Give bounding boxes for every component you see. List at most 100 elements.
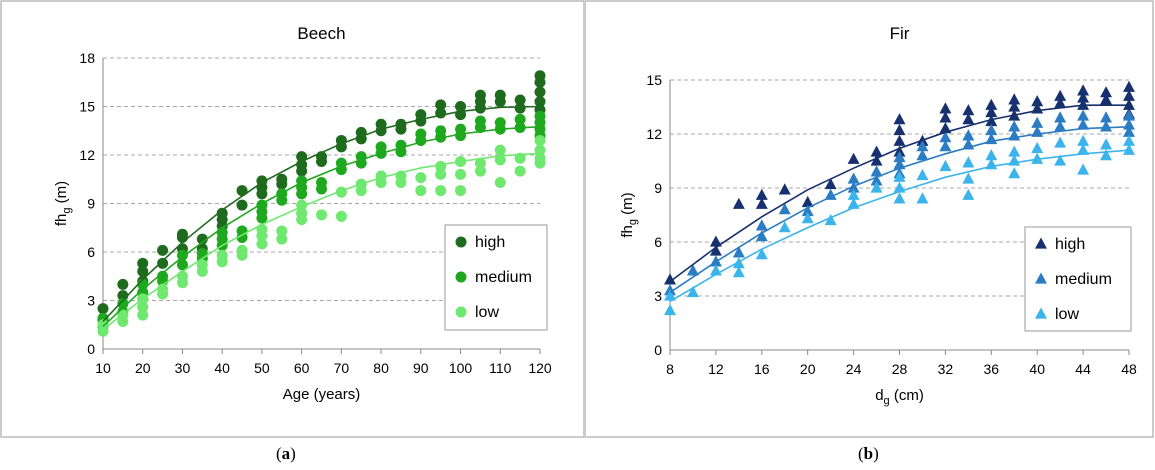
point-low (962, 188, 975, 200)
x-tick-label: 110 (489, 360, 512, 376)
point-high (801, 195, 814, 208)
point-medium (176, 249, 188, 261)
trend-line-medium (669, 126, 1130, 294)
point-high (395, 123, 407, 135)
point-high (316, 155, 327, 167)
y-tick-label: 6 (654, 234, 662, 250)
point-low (514, 165, 526, 177)
point-low (939, 159, 952, 172)
x-tick-label: 16 (754, 361, 770, 377)
point-low (196, 265, 208, 277)
point-low (157, 288, 169, 300)
point-high (1100, 93, 1113, 105)
point-high (962, 104, 975, 116)
point-high (1123, 98, 1135, 110)
point-medium (117, 298, 129, 310)
y-tick-label: 0 (87, 341, 95, 357)
y-tick-label: 12 (646, 126, 662, 142)
point-medium (455, 130, 467, 142)
x-tick-label: 28 (892, 361, 908, 377)
y-tick-label: 0 (654, 342, 662, 358)
x-tick-label: 44 (1075, 361, 1091, 377)
point-high (1008, 100, 1021, 112)
x-tick-label: 20 (800, 361, 816, 377)
point-low (801, 212, 814, 224)
point-high (893, 134, 906, 146)
y-axis-label: fhg (m) (53, 181, 73, 226)
y-tick-label: 3 (87, 293, 95, 309)
point-medium (847, 172, 860, 184)
point-low (985, 149, 998, 161)
point-low (137, 301, 149, 313)
point-medium (236, 231, 248, 243)
point-low (474, 157, 486, 169)
point-low (276, 233, 288, 245)
point-low (916, 192, 929, 204)
point-high (256, 188, 268, 200)
x-tick-label: 120 (528, 360, 552, 376)
x-tick-label: 70 (334, 360, 350, 376)
panel-border (585, 0, 1154, 438)
point-high (893, 123, 906, 136)
point-low (732, 266, 745, 278)
point-medium (939, 140, 952, 152)
point-high (778, 183, 791, 195)
y-axis-label: fhg (m) (619, 192, 639, 237)
point-medium (916, 140, 929, 152)
x-tick-label: 50 (254, 360, 270, 376)
point-high (755, 197, 768, 209)
point-low (847, 188, 860, 200)
point-high (534, 96, 546, 108)
legend-label-high: high (1055, 236, 1085, 253)
point-high (236, 185, 248, 197)
point-high (157, 257, 169, 269)
legend-label-low: low (1055, 306, 1079, 323)
point-low (1054, 136, 1067, 148)
legend-label-high: high (475, 234, 505, 251)
point-medium (296, 188, 308, 200)
point-high (236, 199, 248, 211)
point-medium (893, 150, 906, 163)
point-medium (1123, 109, 1135, 121)
point-high (534, 76, 546, 88)
point-high (176, 231, 188, 243)
point-high (157, 244, 169, 256)
point-low (755, 248, 768, 260)
legend-marker-low (1035, 307, 1047, 319)
point-low (494, 144, 506, 156)
beech-chart: Beech 0 3 6 9 12 15 18 10 20 30 40 50 60 70 80 90 100 110 1… (0, 0, 585, 438)
point-high (939, 122, 952, 134)
point-low (1077, 163, 1090, 175)
point-low (216, 256, 228, 268)
point-low (1054, 154, 1067, 166)
x-tick-label: 32 (938, 361, 954, 377)
point-medium (1054, 111, 1067, 123)
trend-line-low (102, 152, 541, 331)
x-tick-label: 100 (449, 360, 473, 376)
legend-marker-low (455, 306, 467, 318)
point-high (1008, 93, 1021, 105)
point-low (1031, 152, 1044, 164)
point-low (296, 214, 308, 226)
point-high (664, 273, 676, 285)
point-low (474, 165, 486, 177)
point-high (1031, 95, 1044, 107)
point-low (1100, 138, 1113, 150)
point-high (847, 152, 860, 164)
point-low (893, 170, 906, 182)
point-low (435, 185, 447, 197)
point-medium (755, 230, 768, 242)
point-low (494, 154, 506, 166)
point-low (1077, 134, 1090, 146)
point-low (1123, 134, 1135, 146)
y-tick-label: 6 (87, 244, 95, 260)
legend-label-low: low (475, 304, 499, 321)
y-tick-label: 15 (79, 99, 95, 115)
point-high (709, 244, 722, 256)
point-high (494, 96, 506, 108)
point-high (893, 113, 906, 125)
point-medium (1008, 120, 1021, 132)
point-low (256, 230, 268, 242)
point-medium (939, 131, 952, 143)
point-high (1077, 84, 1090, 96)
